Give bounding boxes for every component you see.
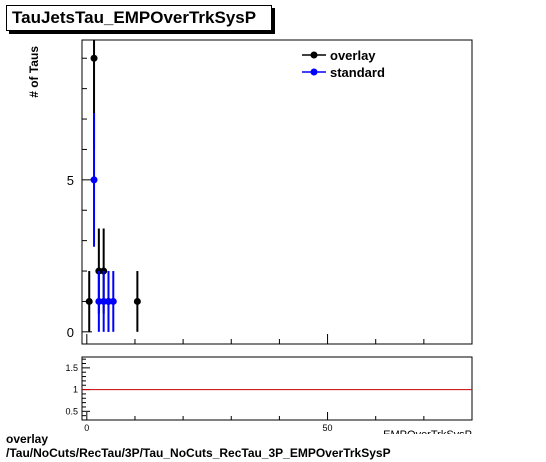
main-plot: 0 5 # of Taus overlay standard	[27, 39, 473, 345]
y-axis-label: # of Taus	[27, 46, 41, 98]
y-tick-label: 0	[67, 325, 74, 340]
standard-data-point	[100, 297, 108, 305]
ratio-y-tick-label: 0.5	[65, 406, 78, 416]
legend-standard-marker	[310, 68, 318, 76]
chart-title-box: TauJetsTau_EMPOverTrkSysP	[6, 5, 272, 31]
main-plot-frame	[81, 39, 473, 345]
footer-line-1: overlay	[6, 432, 49, 446]
footer-line-2: /Tau/NoCuts/RecTau/3P/Tau_NoCuts_RecTau_…	[6, 446, 391, 460]
x-tick-label: 0	[84, 423, 89, 433]
standard-data-point	[109, 297, 117, 305]
legend-standard-label: standard	[330, 65, 385, 80]
legend-overlay-label: overlay	[330, 48, 376, 63]
ratio-y-tick-label: 1	[73, 385, 78, 395]
standard-data-point	[95, 297, 103, 305]
ratio-plot: 0.5 1 1.5 0 50 EMPOverTrkSysP	[65, 356, 473, 441]
y-tick-label: 5	[67, 173, 74, 188]
standard-data-point	[90, 176, 98, 184]
standard-data-point	[104, 297, 112, 305]
ratio-plot-frame	[81, 356, 473, 421]
legend-overlay-marker	[310, 51, 318, 59]
overlay-data-point	[133, 297, 141, 305]
x-axis-label: EMPOverTrkSysP	[383, 429, 472, 441]
x-tick-label: 50	[323, 423, 333, 433]
chart-title: TauJetsTau_EMPOverTrkSysP	[12, 8, 257, 27]
overlay-data-point	[90, 54, 98, 62]
overlay-data-point	[85, 297, 93, 305]
ratio-y-tick-label: 1.5	[65, 363, 78, 373]
